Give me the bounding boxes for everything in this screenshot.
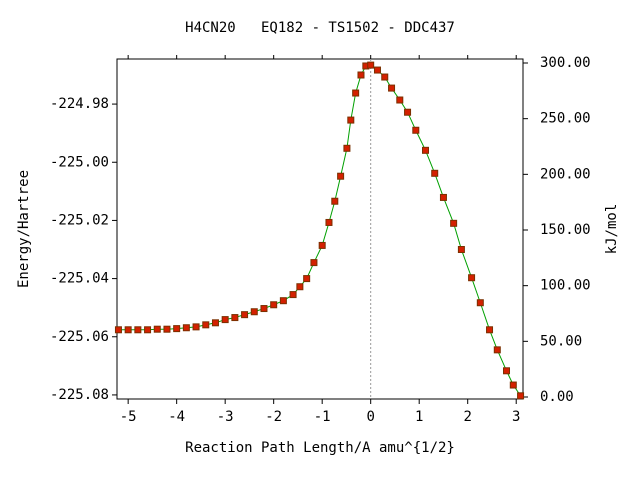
x-tick-label: -4 — [168, 409, 185, 425]
point — [325, 218, 333, 226]
point — [396, 96, 404, 104]
point — [331, 197, 339, 205]
point — [431, 169, 439, 177]
y2-tick-label: 150.00 — [540, 222, 591, 238]
x-tick-label: -1 — [314, 409, 331, 425]
point — [124, 326, 132, 334]
y-tick-label: -225.06 — [50, 329, 109, 345]
y2-tick-label: 250.00 — [540, 111, 591, 127]
point — [202, 321, 210, 329]
point — [367, 61, 375, 69]
point — [352, 89, 360, 97]
point — [114, 326, 122, 334]
point — [412, 126, 420, 134]
point — [260, 305, 268, 313]
point — [509, 381, 517, 389]
point — [173, 325, 181, 333]
point — [182, 324, 190, 332]
y2-axis-label: kJ/mol — [604, 204, 620, 255]
point — [450, 219, 458, 227]
point — [163, 325, 171, 333]
point — [231, 314, 239, 322]
point — [422, 146, 430, 154]
y-tick-label: -225.04 — [50, 271, 109, 287]
point — [373, 66, 381, 74]
point — [211, 319, 219, 327]
point — [289, 291, 297, 299]
point — [241, 311, 249, 319]
point — [503, 367, 511, 375]
x-tick-label: 0 — [366, 409, 374, 425]
point — [404, 108, 412, 116]
x-tick-label: -5 — [120, 409, 137, 425]
x-tick-label: 3 — [512, 409, 520, 425]
point — [439, 193, 447, 201]
point — [270, 301, 278, 309]
point — [303, 275, 311, 283]
y2-tick-label: 300.00 — [540, 55, 591, 71]
x-axis-label: Reaction Path Length/A amu^{1/2} — [185, 440, 455, 456]
x-tick-label: 1 — [415, 409, 423, 425]
x-tick-label: 2 — [463, 409, 471, 425]
point — [493, 346, 501, 354]
point — [388, 84, 396, 92]
y2-tick-label: 0.00 — [540, 389, 574, 405]
point — [192, 323, 200, 331]
point — [357, 71, 365, 79]
point — [221, 316, 229, 324]
point — [318, 241, 326, 249]
point — [296, 283, 304, 291]
point — [153, 325, 161, 333]
x-tick-label: -2 — [265, 409, 282, 425]
plot-frame — [116, 58, 524, 400]
point — [310, 259, 318, 267]
y2-tick-label: 100.00 — [540, 278, 591, 294]
point — [337, 172, 345, 180]
y-axis-label: Energy/Hartree — [16, 170, 32, 288]
point — [343, 144, 351, 152]
x-tick-label: -3 — [217, 409, 234, 425]
point — [381, 73, 389, 81]
y-tick-label: -225.02 — [50, 212, 109, 228]
y-tick-label: -225.08 — [50, 387, 109, 403]
chart-title: H4CN20 EQ182 - TS1502 - DDC437 — [185, 20, 455, 36]
y2-tick-label: 50.00 — [540, 333, 582, 349]
point — [279, 297, 287, 305]
point — [250, 308, 258, 316]
point — [144, 326, 152, 334]
y-tick-label: -224.98 — [50, 96, 109, 112]
point — [134, 326, 142, 334]
point — [476, 299, 484, 307]
point — [517, 392, 525, 400]
y-tick-label: -225.00 — [50, 154, 109, 170]
point — [347, 116, 355, 124]
point — [486, 326, 494, 334]
point — [468, 274, 476, 282]
y2-tick-label: 200.00 — [540, 166, 591, 182]
point — [457, 246, 465, 254]
